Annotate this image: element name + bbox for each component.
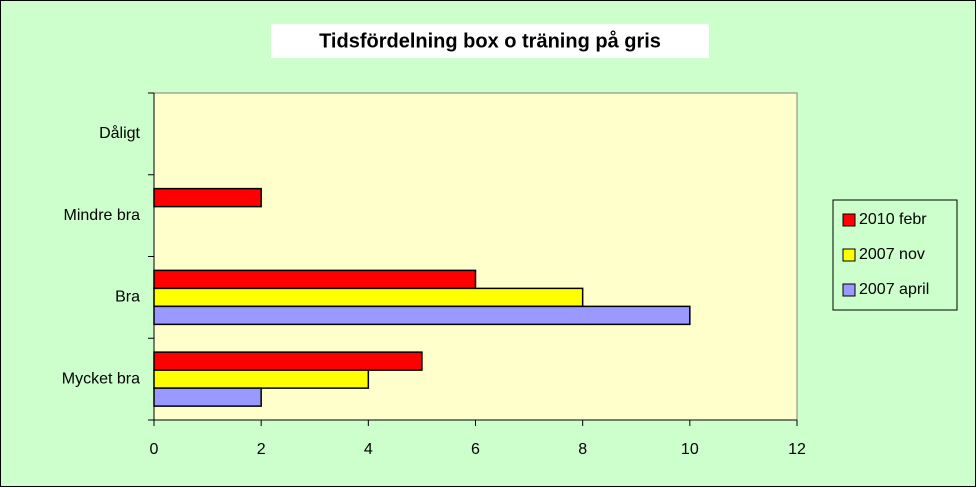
title-box [271, 24, 709, 58]
bar [153, 351, 423, 371]
bar [153, 305, 691, 326]
x-tick-label: 0 [150, 441, 159, 458]
x-tick-label: 8 [578, 441, 587, 458]
legend-swatch [842, 213, 856, 227]
x-tick-label: 6 [471, 441, 480, 458]
legend-label: 2007 april [859, 281, 929, 298]
x-tick-label: 2 [257, 441, 266, 458]
x-tick-label: 10 [681, 441, 699, 458]
bar [153, 187, 262, 208]
y-tick-label: Mycket bra [62, 370, 140, 387]
bar [153, 369, 370, 389]
legend-label: 2010 febr [859, 211, 927, 228]
x-tick-label: 12 [788, 441, 806, 458]
bar [153, 387, 262, 407]
legend-label: 2007 nov [859, 246, 925, 263]
x-tick-label: 4 [364, 441, 373, 458]
bar [153, 287, 584, 308]
bar [153, 269, 477, 290]
legend-swatch [842, 248, 856, 262]
chart-title: Tidsfördelning box o träning på gris [319, 29, 661, 52]
legend-swatch [842, 283, 856, 297]
y-tick-label: Dåligt [99, 124, 140, 142]
y-tick-label: Bra [115, 289, 140, 306]
y-tick-label: Mindre bra [64, 207, 141, 224]
